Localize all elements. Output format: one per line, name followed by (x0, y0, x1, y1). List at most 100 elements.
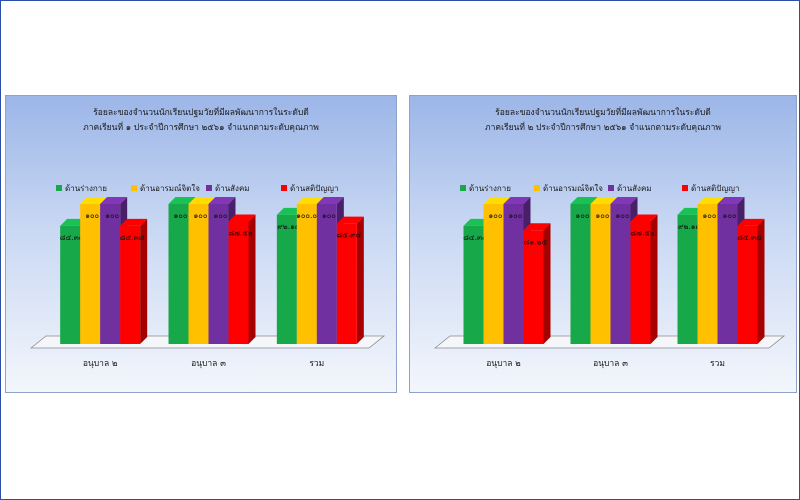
data-label: ๘๗.๕๐ (630, 229, 654, 238)
category-label: อนุบาล ๓ (593, 359, 628, 369)
data-label: ๘๔.๓๘ (737, 233, 762, 242)
chart-panel-term-2: ร้อยละของจำนวนนักเรียนปฐมวัยที่มีผลพัฒนา… (409, 95, 797, 393)
data-label: ๘๔.๓๘ (120, 233, 145, 242)
legend-item-label: ด้านสังคม (617, 184, 652, 193)
data-label: ๑๐๐ (509, 211, 523, 220)
bar (120, 225, 141, 344)
data-label: ๑๐๐ (576, 211, 590, 220)
bar-side (248, 214, 256, 344)
chart-panel-term-1: ร้อยละของจำนวนนักเรียนปฐมวัยที่มีผลพัฒนา… (5, 95, 397, 393)
legend-item-label: ด้านร่างกาย (65, 184, 107, 193)
data-label: ๑๐๐.๐๐ (296, 211, 322, 220)
data-label: ๙๒.๑๙ (678, 222, 702, 231)
bar-top (336, 216, 364, 224)
bar (610, 204, 631, 344)
category-label: รวม (710, 359, 725, 369)
bar-top (208, 197, 236, 204)
data-label: ๘๑.๒๕ (524, 237, 548, 246)
legend-swatch (206, 185, 212, 191)
chart-title: ร้อยละของจำนวนนักเรียนปฐมวัยที่มีผลพัฒนา… (495, 108, 711, 118)
legend-swatch (608, 185, 614, 191)
legend-item-label: ด้านอารมณ์จิตใจ (543, 183, 603, 193)
data-label: ๑๐๐ (105, 211, 119, 220)
bar (100, 204, 121, 344)
bar (590, 204, 611, 344)
legend-swatch (460, 185, 466, 191)
chart-subtitle: ภาคเรียนที่ ๑ ประจำปีการศึกษา ๒๕๖๑ จำแนก… (83, 123, 319, 133)
legend-swatch (682, 185, 688, 191)
legend-item-label: ด้านอารมณ์จิตใจ (140, 183, 200, 193)
bar (630, 221, 651, 344)
legend-item-label: ด้านร่างกาย (469, 184, 511, 193)
bar-top (100, 197, 128, 204)
bar-top (316, 197, 344, 204)
legend-swatch (131, 185, 137, 191)
bar (168, 204, 189, 344)
data-label: ๑๐๐ (174, 211, 188, 220)
bar (336, 223, 357, 344)
bar-top (80, 197, 108, 204)
legend-item-label: ด้านสังคม (215, 184, 250, 193)
data-label: ๑๐๐ (723, 211, 737, 220)
bar-top (296, 197, 324, 204)
bar (228, 221, 249, 344)
data-label: ๑๐๐ (703, 211, 717, 220)
bar-top (120, 218, 148, 226)
data-label: ๑๐๐ (322, 211, 336, 220)
bar-top (610, 197, 638, 204)
bar (677, 214, 698, 344)
bar-side (140, 218, 148, 344)
category-label: รวม (309, 359, 324, 369)
bar (208, 204, 229, 344)
data-label: ๘๔.๓๘ (463, 233, 488, 242)
bar (483, 204, 504, 344)
bar-top (503, 197, 531, 204)
bar (737, 225, 758, 344)
bar-top (483, 197, 511, 204)
data-label: ๑๐๐ (194, 211, 208, 220)
bar-top (697, 197, 725, 204)
legend-item-label: ด้านสติปัญญา (691, 184, 739, 193)
bar-top (590, 197, 618, 204)
legend-swatch (281, 185, 287, 191)
chart-subtitle: ภาคเรียนที่ ๒ ประจำปีการศึกษา ๒๕๖๑ จำแนก… (485, 123, 721, 133)
bar-top (737, 218, 765, 226)
data-label: ๘๕.๙๔ (336, 231, 361, 240)
bar-side (543, 223, 551, 344)
bar-side (356, 216, 364, 344)
category-label: อนุบาล ๒ (486, 359, 521, 369)
bar-chart-term-1: ด้านร่างกาย ด้านอารมณ์จิตใจ ด้านสังคม ด้านส… (29, 183, 386, 369)
bar (717, 204, 738, 344)
bar (463, 225, 484, 344)
bar (60, 225, 81, 344)
legend-item-label: ด้านสติปัญญา (290, 184, 338, 193)
bar-top (570, 197, 598, 204)
bar-side (757, 218, 765, 344)
legend-swatch (56, 185, 62, 191)
bar (316, 204, 337, 344)
bar (697, 204, 718, 344)
chart-title: ร้อยละของจำนวนนักเรียนปฐมวัยที่มีผลพัฒนา… (93, 108, 309, 118)
bar (296, 204, 317, 344)
data-label: ๑๐๐ (489, 211, 503, 220)
bar-chart-term-2: ด้านร่างกาย ด้านอารมณ์จิตใจ ด้านสังคม ด้านส… (433, 183, 786, 369)
bar (276, 214, 297, 344)
category-label: อนุบาล ๒ (83, 359, 118, 369)
bar-top (630, 214, 658, 222)
bar-top (188, 197, 216, 204)
bar-top (228, 214, 256, 222)
category-label: อนุบาล ๓ (191, 359, 226, 369)
data-label: ๑๐๐ (616, 211, 630, 220)
data-label: ๙๒.๑๙ (277, 222, 301, 231)
data-label: ๘๔.๓๘ (60, 233, 85, 242)
bar-top (168, 197, 196, 204)
bar (188, 204, 209, 344)
bar (503, 204, 524, 344)
bar (523, 230, 544, 344)
data-label: ๑๐๐ (596, 211, 610, 220)
bar (80, 204, 101, 344)
data-label: ๘๗.๕๐ (228, 229, 252, 238)
data-label: ๑๐๐ (85, 211, 99, 220)
bar (570, 204, 591, 344)
legend-swatch (534, 185, 540, 191)
